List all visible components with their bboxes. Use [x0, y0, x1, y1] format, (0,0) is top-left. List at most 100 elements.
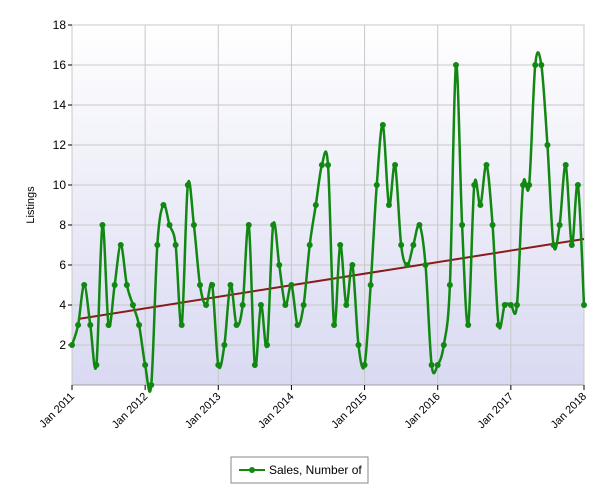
- x-tick-label: Jan 2011: [37, 391, 77, 431]
- data-point: [87, 322, 94, 328]
- data-point: [233, 322, 240, 328]
- data-point: [440, 342, 447, 348]
- y-tick-label: 16: [53, 58, 67, 72]
- y-tick-label: 4: [59, 298, 66, 312]
- legend-marker-icon: [249, 467, 255, 473]
- data-point: [574, 182, 581, 188]
- y-tick-label: 10: [53, 178, 67, 192]
- data-point: [215, 362, 222, 368]
- data-point: [160, 202, 167, 208]
- data-point: [105, 322, 112, 328]
- data-point: [532, 62, 539, 68]
- data-point: [404, 262, 411, 268]
- data-point: [318, 162, 325, 168]
- data-point: [331, 322, 338, 328]
- data-point: [355, 342, 362, 348]
- data-point: [99, 222, 106, 228]
- x-tick-label: Jan 2017: [475, 391, 515, 431]
- data-point: [117, 242, 124, 248]
- data-point: [416, 222, 423, 228]
- data-point: [300, 302, 307, 308]
- data-point: [520, 182, 527, 188]
- data-point: [312, 202, 319, 208]
- data-point: [111, 282, 118, 288]
- x-tick-label: Jan 2015: [329, 391, 369, 431]
- x-tick-label: Jan 2016: [402, 391, 442, 431]
- data-point: [373, 182, 380, 188]
- data-point: [507, 302, 514, 308]
- data-point: [337, 242, 344, 248]
- y-tick-label: 12: [53, 138, 67, 152]
- data-point: [526, 182, 533, 188]
- x-tick-label: Jan 2012: [110, 391, 150, 431]
- data-point: [544, 142, 551, 148]
- x-tick-label: Jan 2014: [256, 391, 296, 431]
- data-point: [471, 182, 478, 188]
- data-point: [459, 222, 466, 228]
- data-point: [398, 242, 405, 248]
- x-tick-label: Jan 2018: [549, 391, 589, 431]
- data-point: [495, 322, 502, 328]
- data-point: [197, 282, 203, 288]
- data-point: [568, 242, 575, 248]
- data-point: [209, 282, 216, 288]
- data-point: [361, 362, 368, 368]
- y-tick-label: 2: [59, 338, 66, 352]
- data-point: [136, 322, 143, 328]
- data-point: [166, 222, 173, 228]
- data-point: [81, 282, 88, 288]
- data-point: [294, 322, 301, 328]
- data-point: [434, 362, 441, 368]
- data-point: [513, 302, 520, 308]
- data-point: [227, 282, 234, 288]
- data-point: [178, 322, 185, 328]
- data-point: [154, 242, 161, 248]
- data-point: [477, 202, 484, 208]
- data-point: [184, 182, 191, 188]
- data-point: [428, 362, 435, 368]
- data-point: [142, 362, 149, 368]
- data-point: [422, 262, 429, 268]
- data-point: [306, 242, 313, 248]
- series-points: [69, 62, 587, 388]
- data-point: [93, 362, 100, 368]
- data-point: [264, 342, 271, 348]
- data-point: [276, 262, 283, 268]
- data-point: [453, 62, 459, 68]
- data-point: [257, 302, 264, 308]
- data-point: [550, 242, 557, 248]
- data-point: [410, 242, 417, 248]
- data-point: [148, 382, 155, 388]
- data-point: [483, 162, 490, 168]
- data-point: [190, 222, 197, 228]
- data-point: [501, 302, 508, 308]
- x-tick-label: Jan 2013: [183, 391, 223, 431]
- data-point: [349, 262, 356, 268]
- y-axis: 2 4 6 8 10 12 14 16 18: [53, 18, 72, 352]
- data-point: [172, 242, 179, 248]
- y-axis-label: Listings: [25, 186, 37, 224]
- y-tick-label: 8: [59, 218, 66, 232]
- data-point: [221, 342, 228, 348]
- data-point: [203, 302, 210, 308]
- x-axis: Jan 2011 Jan 2012 Jan 2013 Jan 2014 Jan 2015…: [37, 385, 589, 431]
- data-point: [562, 162, 569, 168]
- data-point: [123, 282, 130, 288]
- data-point: [556, 222, 563, 228]
- data-point: [538, 62, 545, 68]
- data-point: [325, 162, 331, 168]
- legend: Sales, Number of: [230, 456, 369, 484]
- data-point: [69, 342, 75, 348]
- data-point: [385, 202, 392, 208]
- data-point: [288, 282, 295, 288]
- data-point: [465, 322, 472, 328]
- data-point: [367, 282, 374, 288]
- data-point: [343, 302, 350, 308]
- data-point: [392, 162, 399, 168]
- data-point: [446, 282, 453, 288]
- y-tick-label: 14: [53, 98, 67, 112]
- data-point: [251, 362, 258, 368]
- plot-area: [71, 24, 585, 386]
- data-point: [489, 222, 496, 228]
